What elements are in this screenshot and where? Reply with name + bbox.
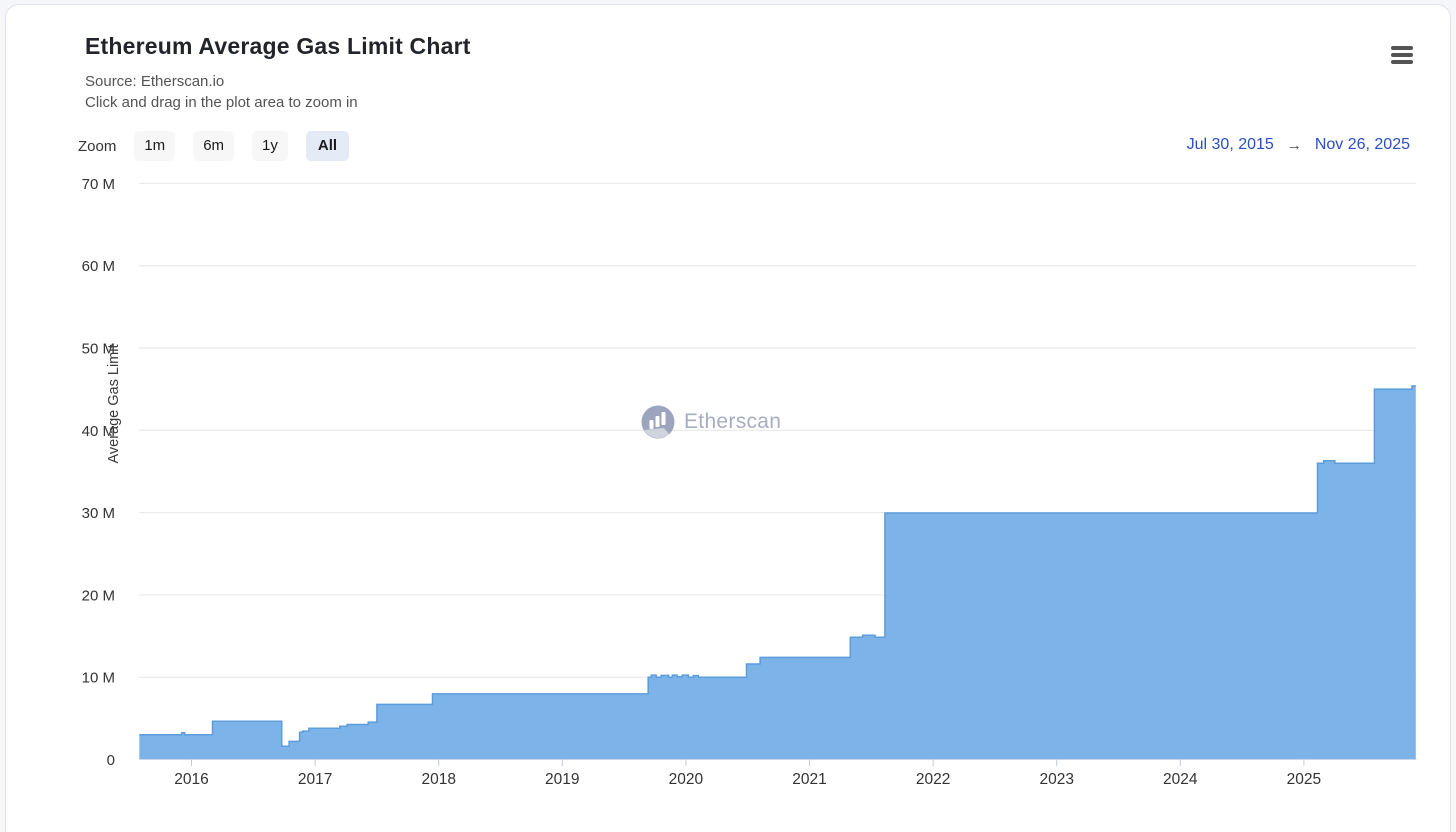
y-axis-tick-label: 60 M	[82, 258, 115, 275]
y-axis-tick-label: 40 M	[82, 423, 115, 440]
area-series-line	[139, 385, 1416, 748]
range-selector: Zoom 1m 6m 1y All	[78, 131, 350, 161]
y-axis-tick-label: 10 M	[82, 670, 115, 687]
chart-context-menu-button[interactable]	[1386, 42, 1418, 68]
chart-subtitle-hint: Click and drag in the plot area to zoom …	[85, 94, 358, 111]
x-axis-tick-label: 2022	[916, 771, 950, 788]
x-axis-tick-label: 2017	[298, 771, 332, 788]
y-axis-tick-label: 30 M	[82, 505, 115, 522]
zoom-button-1m[interactable]: 1m	[134, 131, 176, 161]
x-axis-tick-label: 2016	[174, 771, 208, 788]
x-axis-tick-label: 2024	[1163, 771, 1198, 788]
page-title: Ethereum Average Gas Limit Chart	[85, 33, 471, 59]
date-range: Jul 30, 2015 → Nov 26, 2025	[1187, 136, 1410, 154]
area-series-fill[interactable]	[139, 385, 1416, 760]
y-axis-title: Average Gas Limit	[106, 344, 122, 464]
y-axis-tick-label: 50 M	[82, 341, 115, 358]
chart-subtitle-source: Source: Etherscan.io	[85, 73, 225, 90]
zoom-button-6m[interactable]: 6m	[193, 131, 235, 161]
zoom-buttons-group: 1m 6m 1y All	[134, 131, 350, 161]
y-axis-tick-label: 0	[107, 752, 115, 769]
zoom-button-all[interactable]: All	[305, 131, 350, 161]
x-axis-tick-label: 2019	[545, 771, 579, 788]
arrow-right-icon: →	[1286, 136, 1302, 154]
hamburger-icon	[1391, 60, 1413, 64]
zoom-label: Zoom	[78, 137, 117, 155]
y-axis-tick-label: 70 M	[82, 176, 115, 193]
x-axis-tick-label: 2018	[421, 771, 455, 788]
range-to-date[interactable]: Nov 26, 2025	[1314, 136, 1410, 153]
x-axis-tick-label: 2020	[669, 771, 704, 788]
range-from-date[interactable]: Jul 30, 2015	[1186, 136, 1274, 153]
x-axis-tick-label: 2025	[1287, 771, 1321, 788]
x-axis-tick-label: 2021	[792, 771, 826, 788]
hamburger-icon	[1391, 53, 1413, 57]
y-axis-tick-label: 20 M	[82, 587, 115, 604]
x-axis-tick-label: 2023	[1039, 771, 1073, 788]
hamburger-icon	[1391, 46, 1413, 50]
zoom-button-1y[interactable]: 1y	[252, 131, 288, 161]
